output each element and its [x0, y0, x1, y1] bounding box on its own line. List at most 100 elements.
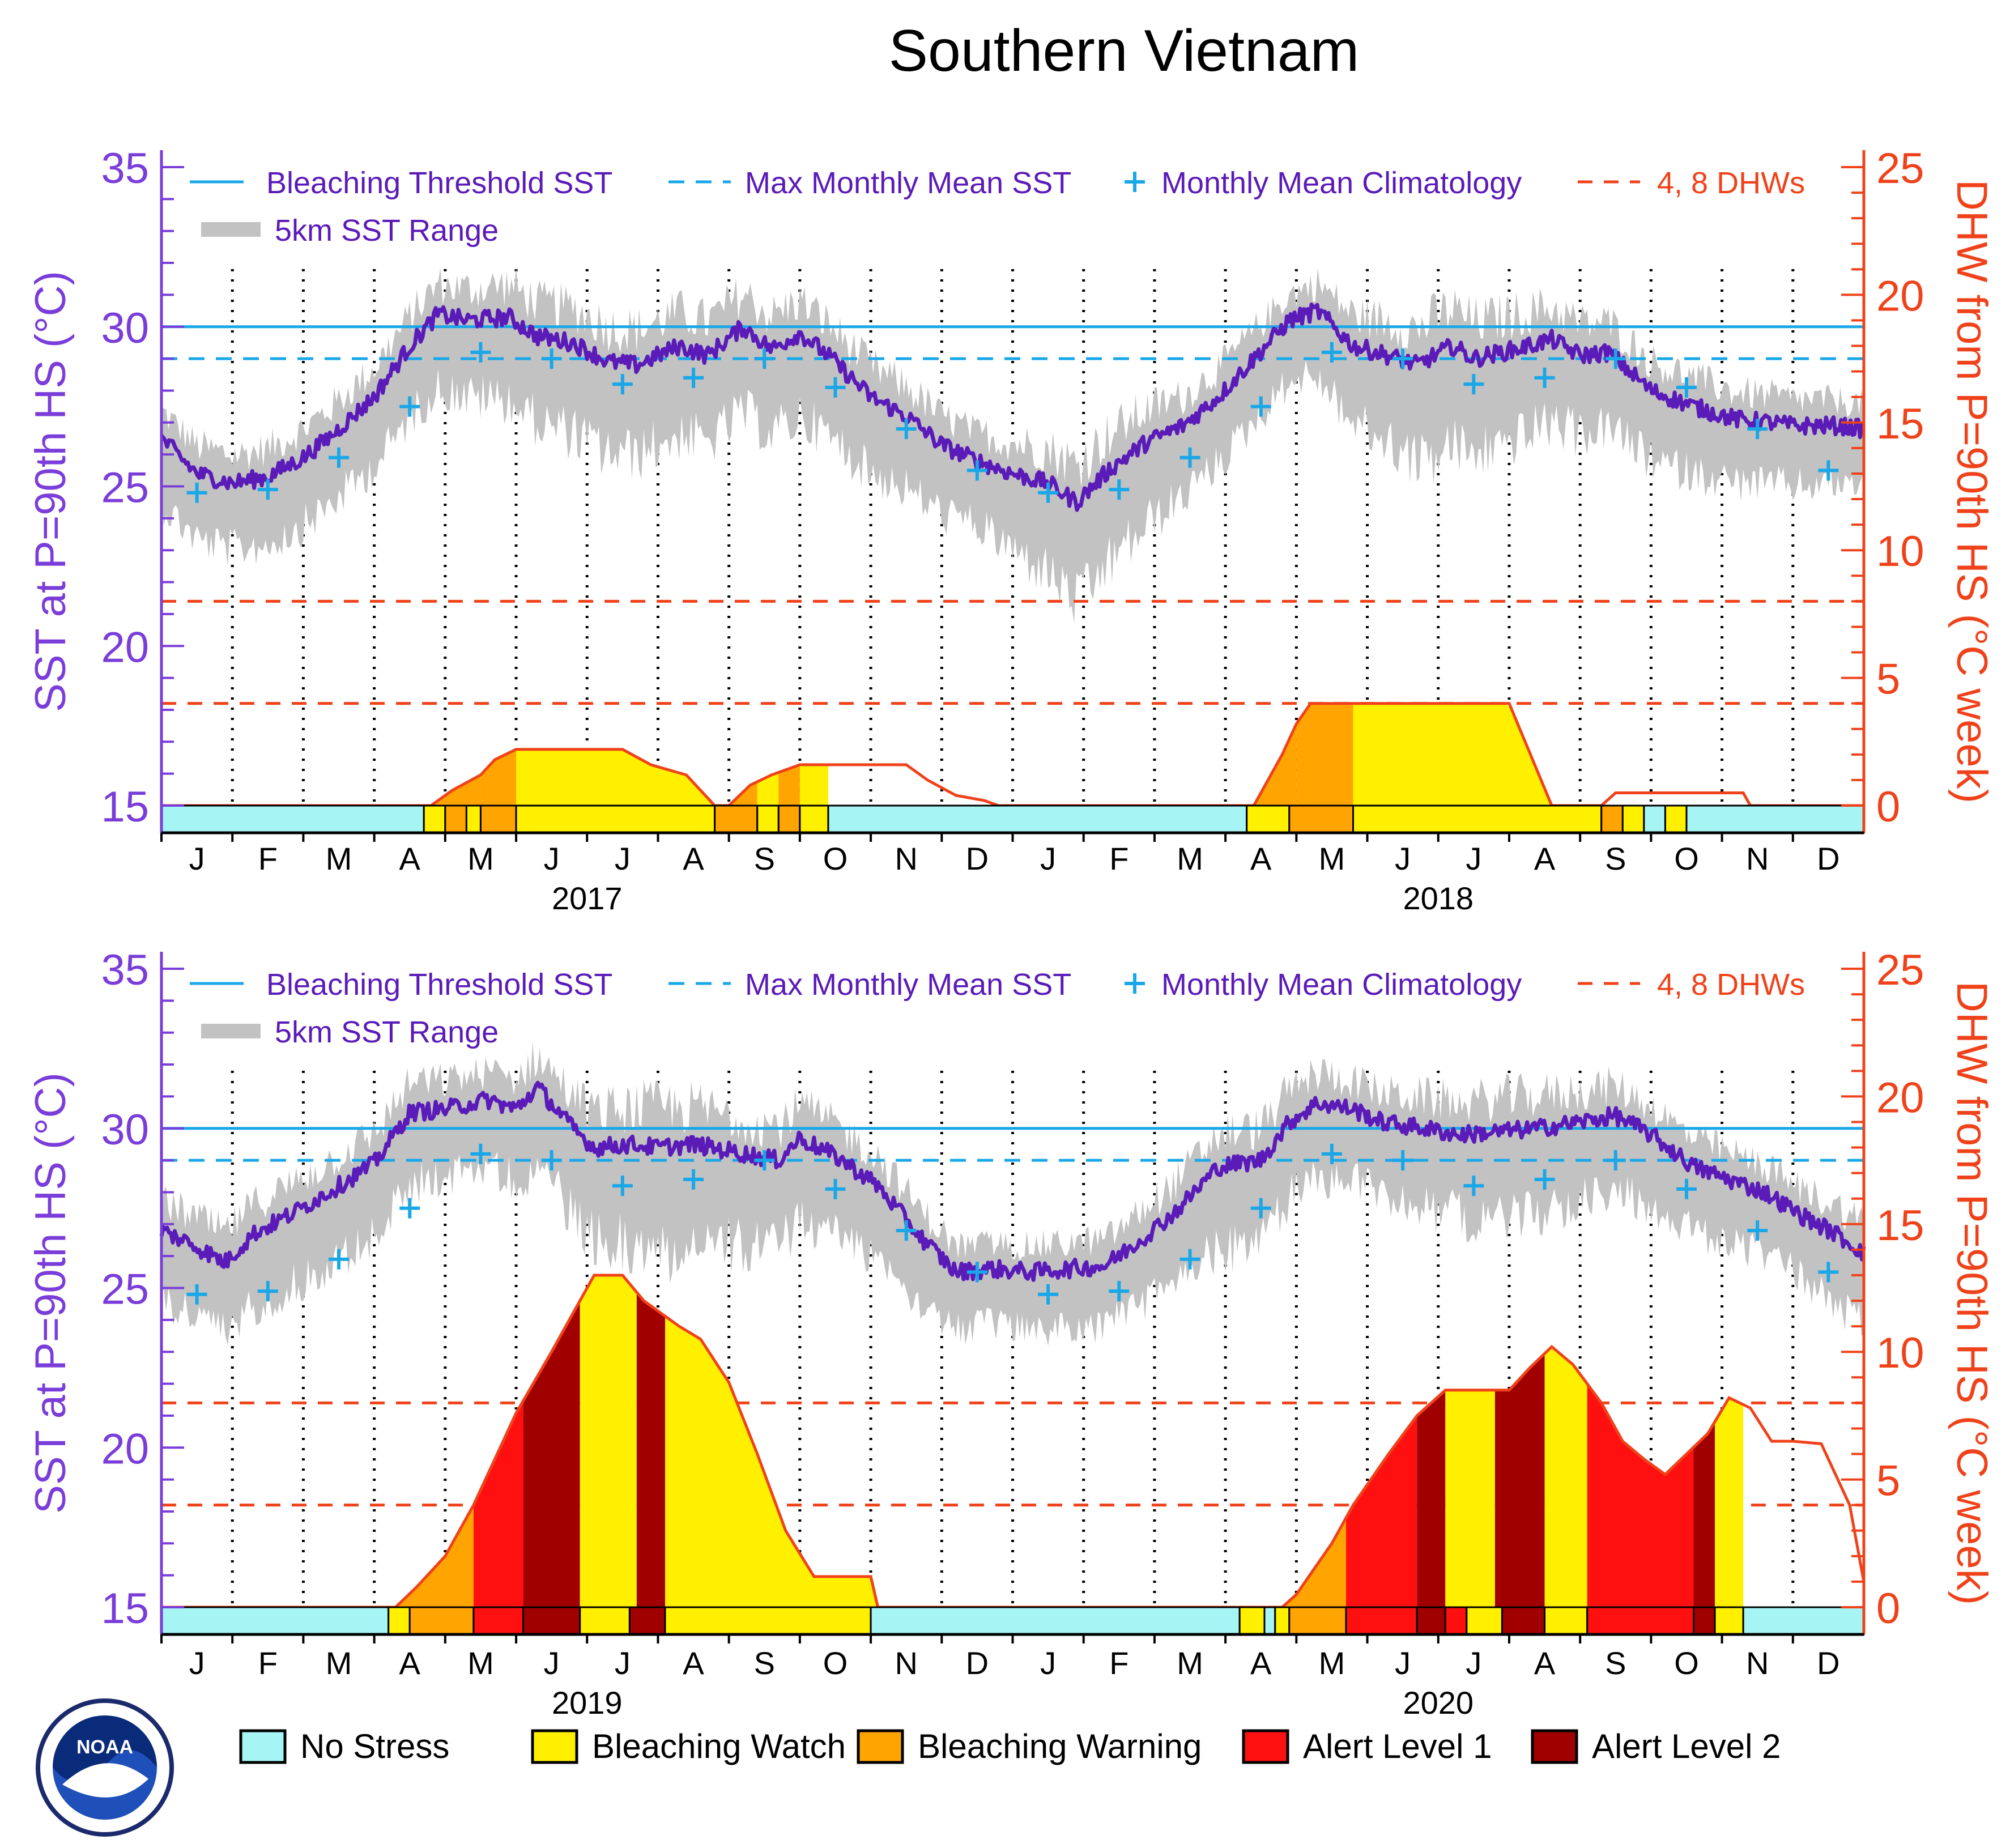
- alert-status-segment: [1288, 1606, 1347, 1636]
- left-tick-label: 30: [101, 304, 149, 352]
- alert-status-segment: [160, 1606, 390, 1636]
- climatology-point: [257, 1281, 278, 1302]
- alert-status-segment: [522, 1606, 581, 1636]
- right-tick-label: 20: [1876, 272, 1924, 320]
- month-label: D: [1817, 841, 1839, 876]
- climatology-point: [1747, 419, 1768, 440]
- month-label: M: [467, 1645, 494, 1681]
- dhw-fill-area: [473, 1400, 523, 1607]
- dhw-fill-area: [1296, 703, 1353, 806]
- climatology-point: [896, 1220, 917, 1241]
- legend-label-warning: Bleaching Warning: [918, 1727, 1202, 1765]
- climatology-point: [1038, 1284, 1059, 1305]
- left-tick-label: 15: [101, 783, 149, 831]
- plot-legend: Bleaching Threshold SST Max Monthly Mean …: [190, 166, 1805, 248]
- alert-status-segment: [756, 804, 780, 834]
- month-label: S: [754, 1645, 775, 1681]
- legend-dhw-label: 4, 8 DHWs: [1657, 166, 1805, 200]
- month-label: F: [1109, 1645, 1129, 1681]
- month-label: M: [1319, 1645, 1345, 1681]
- legend-swatch-no_stress: [239, 1729, 287, 1764]
- month-label: A: [1534, 841, 1556, 876]
- climatology-point: [966, 460, 987, 481]
- alert-status-segment: [1416, 1606, 1446, 1636]
- climatology-point: [1321, 1143, 1342, 1164]
- year-label: 2019: [552, 1685, 623, 1721]
- climatology-point: [1747, 1220, 1768, 1241]
- alert-status-segment: [1621, 804, 1645, 834]
- climatology-point: [1250, 396, 1271, 417]
- dhw-fill-area: [1254, 723, 1297, 806]
- alert-status-segment: [1274, 1606, 1291, 1636]
- alert-status-segment: [1544, 1606, 1589, 1636]
- alert-status-segment: [777, 804, 801, 834]
- month-label: S: [1605, 841, 1626, 876]
- dhw-fill-area: [1445, 1390, 1495, 1607]
- right-axis-title: DHW from P=90th HS (°C week): [1948, 180, 1996, 803]
- alert-status-segment: [1600, 804, 1624, 834]
- month-label: N: [1746, 1645, 1769, 1681]
- climatology-point: [1392, 348, 1413, 369]
- alert-status-segment: [799, 804, 829, 834]
- alert-status-segment: [1664, 804, 1688, 834]
- month-label: J: [189, 1645, 205, 1681]
- climatology-point: [329, 447, 350, 468]
- alert-status-segment: [479, 804, 517, 834]
- month-label: A: [399, 841, 421, 876]
- dhw-fill-area: [1494, 1353, 1545, 1607]
- alert-status-segment: [1246, 804, 1291, 834]
- left-tick-label: 20: [101, 623, 149, 671]
- alert-status-segment: [1352, 804, 1603, 834]
- month-label: J: [1466, 841, 1481, 876]
- climatology-point: [896, 419, 917, 440]
- climatology-point: [1463, 374, 1484, 395]
- dhw-fill-area: [1544, 1347, 1587, 1607]
- month-label: F: [258, 1645, 278, 1681]
- dhw-fill-area: [1693, 1421, 1715, 1607]
- climatology-point: [541, 1150, 562, 1171]
- climatology-point: [1179, 1249, 1200, 1270]
- climatology-point: [186, 1284, 207, 1305]
- sst-line: [159, 1080, 1866, 1282]
- climatology-point: [257, 479, 278, 500]
- climatology-point: [1038, 482, 1059, 503]
- month-label: N: [895, 1645, 917, 1681]
- dhw-fill-area: [1715, 1398, 1744, 1607]
- alert-status-segment: [465, 804, 482, 834]
- alert-status-segment: [1693, 1606, 1716, 1636]
- climatology-point: [1463, 1176, 1484, 1196]
- dhw-fill-area: [580, 1275, 637, 1607]
- alert-status-segment: [1345, 1606, 1418, 1636]
- month-label: F: [258, 841, 278, 876]
- alert-status-segment: [579, 1606, 631, 1636]
- climatology-point: [399, 1198, 420, 1219]
- month-label: J: [1040, 841, 1056, 876]
- dhw-fill-area: [516, 749, 715, 806]
- climatology-point: [541, 348, 562, 369]
- alert-status-segment: [408, 1606, 475, 1636]
- right-tick-label: 5: [1876, 1457, 1900, 1505]
- alert-status-segment: [1444, 1606, 1468, 1636]
- dhw-fill-area: [1353, 703, 1552, 806]
- month-label: O: [823, 1645, 848, 1681]
- alert-status-segment: [1714, 1606, 1744, 1636]
- climatology-point: [1250, 1198, 1271, 1219]
- month-label: J: [1395, 1645, 1411, 1681]
- climatology-point: [1321, 342, 1342, 363]
- climatology-point: [754, 348, 775, 369]
- month-label: D: [1817, 1645, 1839, 1681]
- left-tick-label: 15: [101, 1585, 149, 1633]
- alert-status-segment: [870, 1606, 1241, 1636]
- left-axis-title: SST at P=90th HS (°C): [27, 271, 75, 712]
- climatology-point: [470, 1143, 491, 1164]
- alert-status-segment: [1501, 1606, 1546, 1636]
- climatology-point: [399, 396, 420, 417]
- month-label: O: [1674, 1645, 1699, 1681]
- climatology-point: [470, 342, 491, 363]
- legend-label-no_stress: No Stress: [300, 1727, 449, 1765]
- month-label: M: [326, 841, 352, 876]
- alert-status-segment: [1263, 1606, 1276, 1636]
- legend-clim-label: Monthly Mean Climatology: [1161, 166, 1522, 200]
- month-label: A: [683, 841, 704, 876]
- dhw-fill-area: [480, 749, 516, 806]
